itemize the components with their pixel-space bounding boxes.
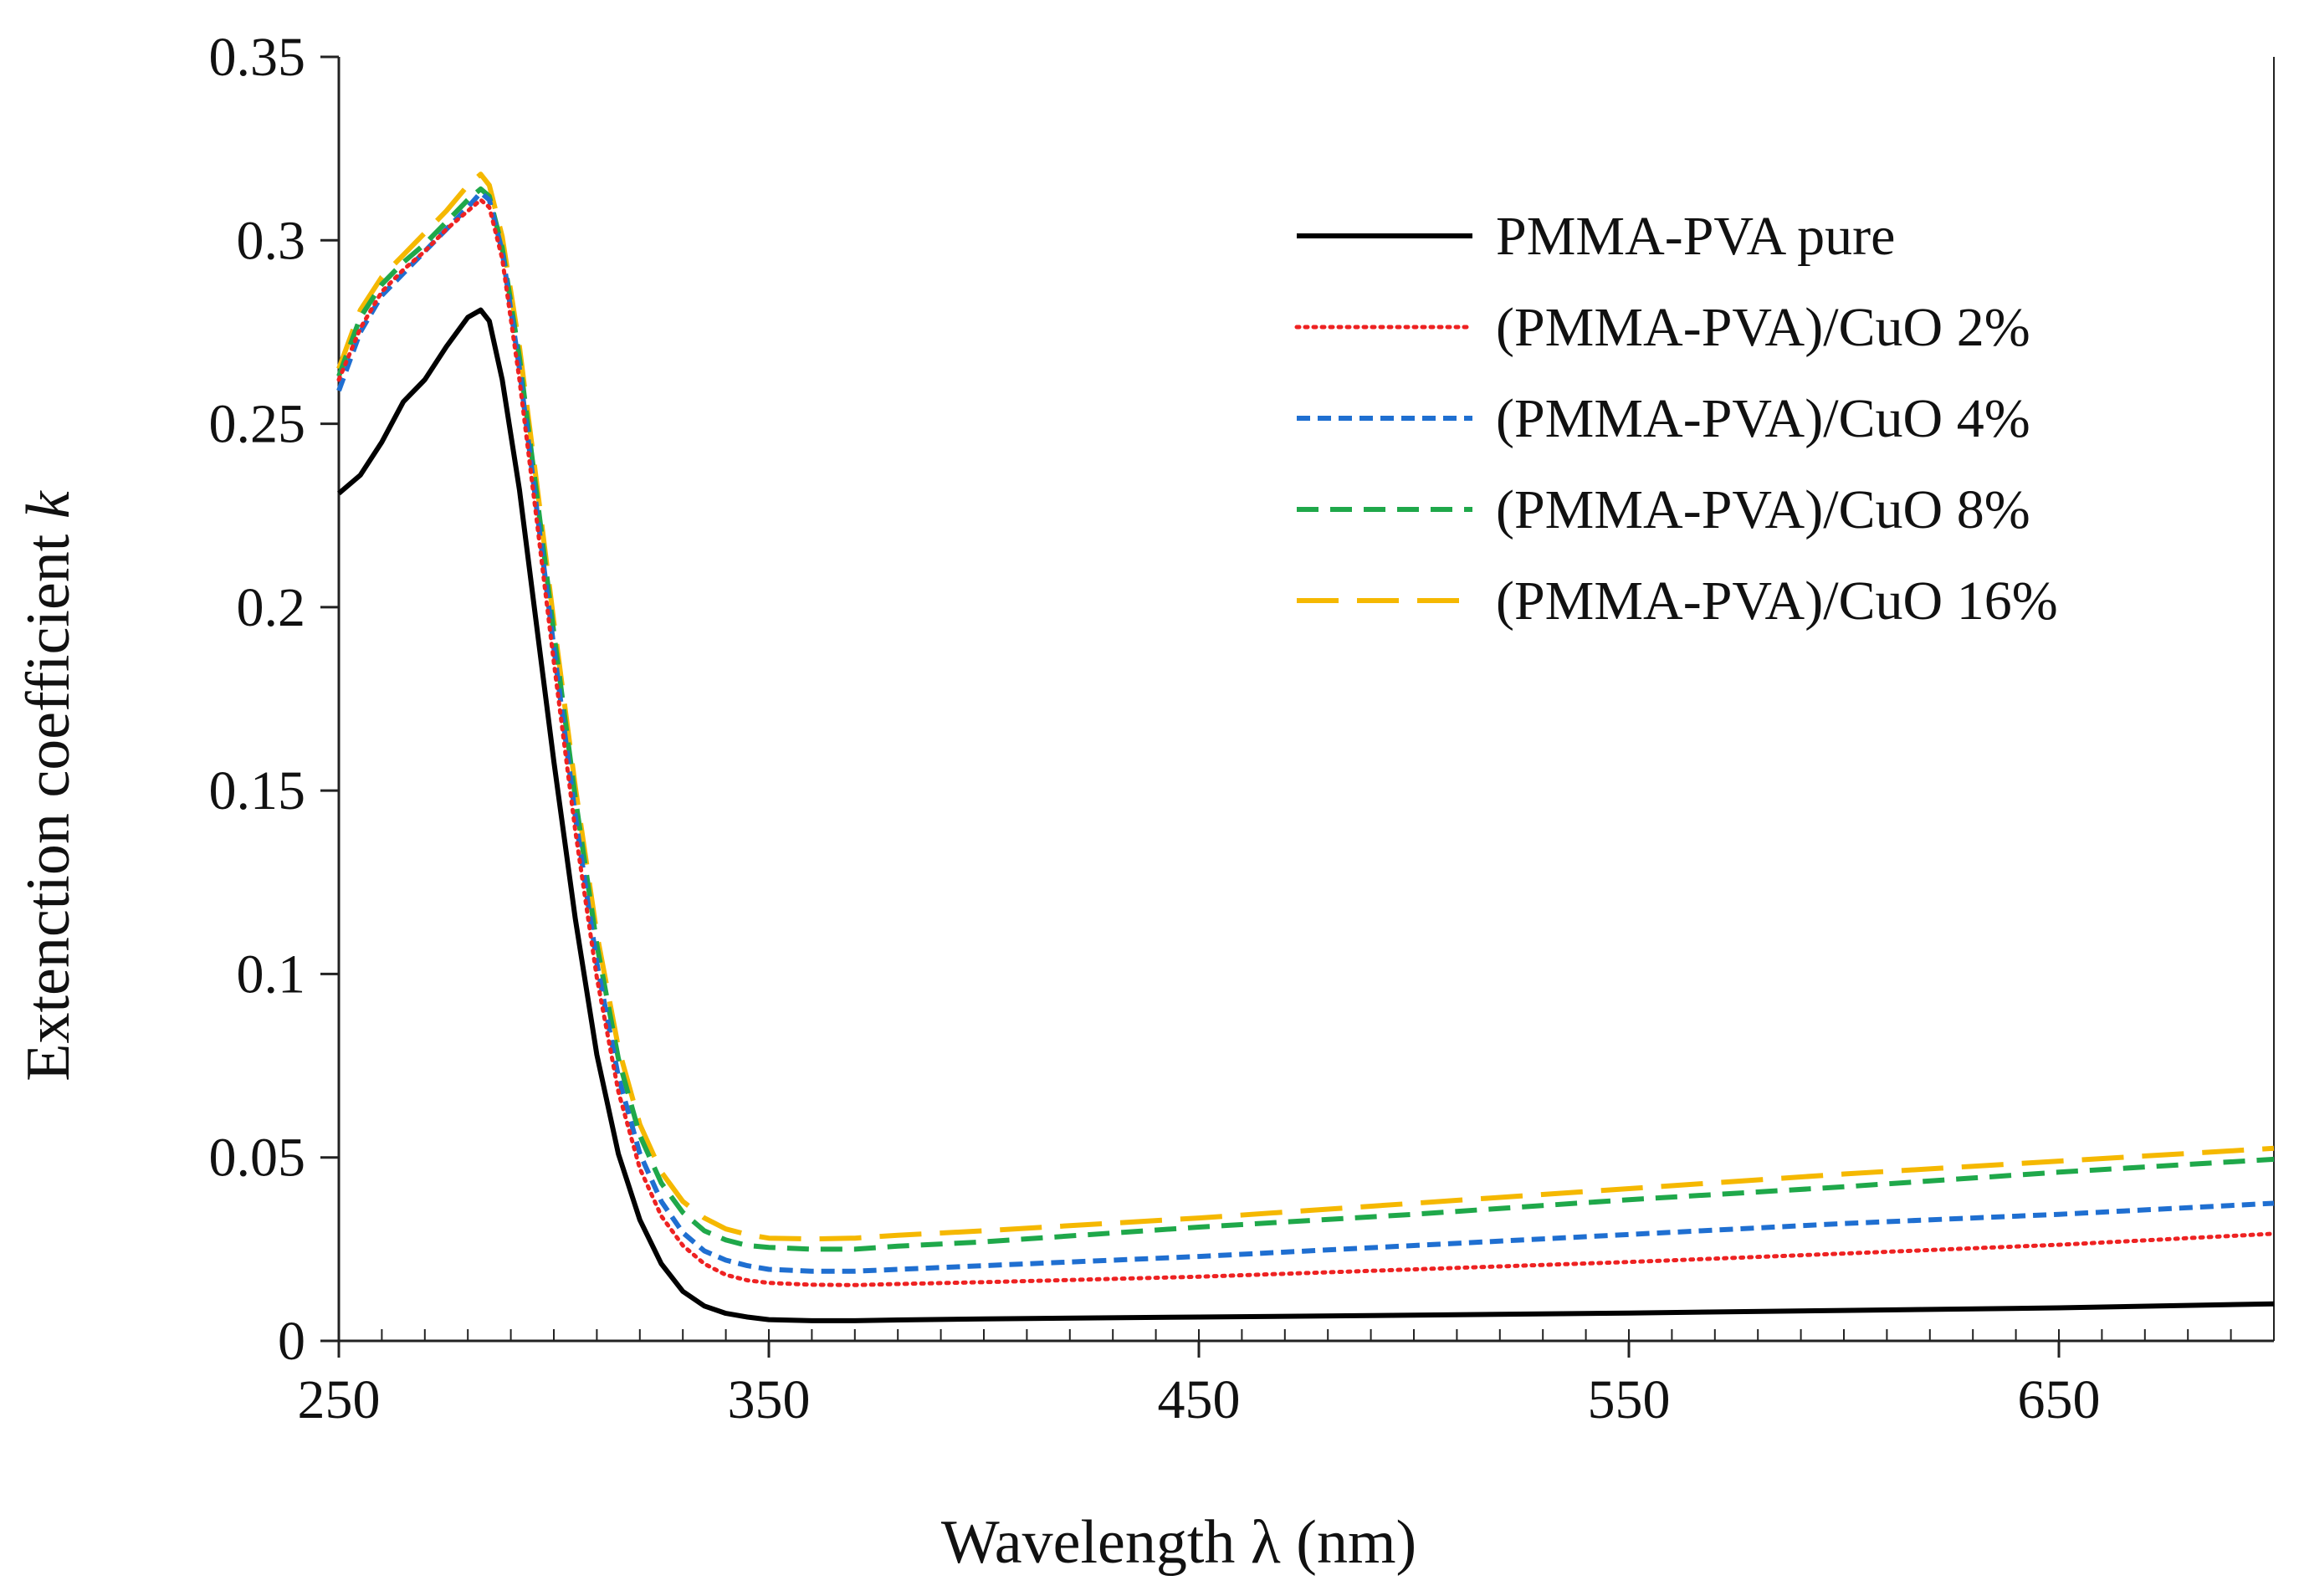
x-axis-title: Wavelength λ (nm) bbox=[941, 1508, 1416, 1577]
x-tick-label: 350 bbox=[728, 1369, 811, 1430]
y-tick-label: 0.35 bbox=[209, 27, 306, 88]
y-axis-title-symbol: k bbox=[14, 490, 83, 519]
x-tick-label: 650 bbox=[2018, 1369, 2101, 1430]
x-axis-ticks: 250 350 450 550 650 bbox=[298, 1329, 2275, 1430]
y-axis-ticks: 0 0.05 0.1 0.15 0.2 0.25 0.3 0.35 bbox=[209, 27, 339, 1372]
y-tick-label: 0 bbox=[278, 1311, 305, 1372]
y-axis-title: Extenction coefficient k bbox=[14, 490, 83, 1082]
y-tick-label: 0.2 bbox=[237, 577, 306, 638]
legend-label-2: (PMMA-PVA)/CuO 4% bbox=[1496, 388, 2030, 449]
legend-label-3: (PMMA-PVA)/CuO 8% bbox=[1496, 479, 2030, 540]
x-tick-label: 550 bbox=[1588, 1369, 1671, 1430]
legend-label-1: (PMMA-PVA)/CuO 2% bbox=[1496, 297, 2030, 358]
y-tick-label: 0.3 bbox=[237, 210, 306, 271]
series-line-4 bbox=[336, 171, 2275, 1242]
y-tick-label: 0.05 bbox=[209, 1128, 306, 1189]
y-tick-label: 0.15 bbox=[209, 760, 306, 821]
plot-frame bbox=[337, 57, 2275, 1343]
legend: PMMA-PVA pure (PMMA-PVA)/CuO 2% (PMMA-PVA)… bbox=[1294, 206, 2058, 632]
series-line-3 bbox=[336, 186, 2275, 1252]
x-tick-label: 450 bbox=[1158, 1369, 1241, 1430]
y-tick-label: 0.25 bbox=[209, 394, 306, 455]
y-axis-title-text: Extenction coefficient bbox=[14, 519, 83, 1082]
series-lines bbox=[336, 171, 2276, 1323]
series-line-2 bbox=[336, 190, 2275, 1274]
y-tick-label: 0.1 bbox=[237, 944, 306, 1005]
legend-label-0: PMMA-PVA pure bbox=[1496, 206, 1895, 267]
x-tick-label: 250 bbox=[298, 1369, 381, 1430]
series-line-0 bbox=[337, 307, 2275, 1323]
legend-label-4: (PMMA-PVA)/CuO 16% bbox=[1496, 570, 2058, 632]
